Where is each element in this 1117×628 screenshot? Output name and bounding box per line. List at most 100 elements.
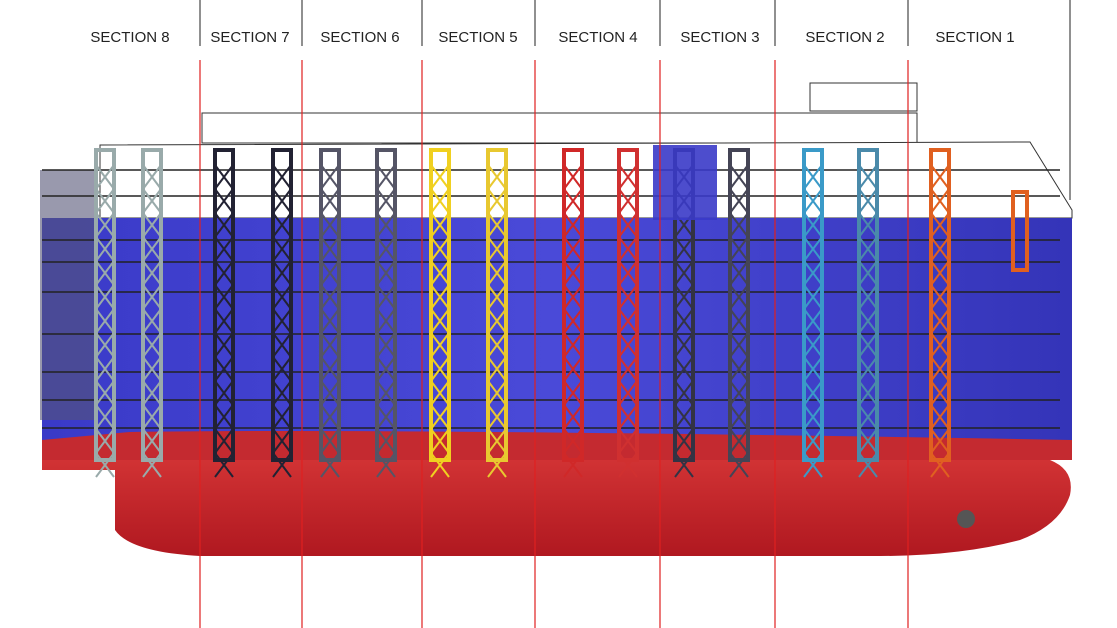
- ladder-rail: [319, 148, 341, 462]
- ladder-cross: [618, 428, 638, 454]
- ladder-rail: [1011, 190, 1029, 272]
- ladder-cross: [430, 164, 450, 190]
- ladder-cross: [95, 188, 115, 214]
- section-label: SECTION 7: [210, 29, 289, 46]
- ladder-cross: [487, 212, 507, 238]
- ladder-cross: [729, 380, 749, 406]
- upper-deck: [201, 112, 918, 144]
- ladder-rail: [857, 148, 879, 462]
- ladder-cross: [430, 308, 450, 334]
- ladder-cross: [272, 188, 292, 214]
- ladder-cross: [430, 284, 450, 310]
- ladder-cross: [95, 236, 115, 262]
- ladder-cross: [674, 284, 694, 310]
- ladder-cross: [487, 164, 507, 190]
- ladder-cross: [95, 284, 115, 310]
- ladder-cross: [214, 404, 234, 430]
- ladder-cross: [487, 308, 507, 334]
- ladder-cross: [618, 236, 638, 262]
- ladder-cross: [430, 356, 450, 382]
- ladder-cross: [214, 236, 234, 262]
- ladder-rail: [562, 148, 584, 462]
- ladder-cross: [858, 308, 878, 334]
- ladder-cross: [674, 260, 694, 286]
- ladder-cross: [272, 380, 292, 406]
- section-label: SECTION 6: [320, 29, 399, 46]
- ladder-cross: [272, 356, 292, 382]
- ladder-cross: [142, 188, 162, 214]
- ladder-cross: [618, 188, 638, 214]
- ladder-cross: [930, 284, 950, 310]
- ladder-cross: [618, 380, 638, 406]
- ladder-rail: [929, 148, 951, 462]
- ladder-cross: [214, 164, 234, 190]
- ladder-cross: [214, 284, 234, 310]
- ladder-cross: [563, 332, 583, 358]
- ladder-cross: [376, 452, 396, 478]
- ladder-cross: [858, 428, 878, 454]
- ladder-cross: [563, 188, 583, 214]
- ladder-cross: [95, 380, 115, 406]
- ladder-cross: [376, 188, 396, 214]
- ladder-cross: [214, 212, 234, 238]
- ladder-cross: [376, 356, 396, 382]
- ladder-rail: [94, 148, 116, 462]
- ladder-cross: [674, 332, 694, 358]
- ladder-cross: [272, 428, 292, 454]
- ladder-cross: [858, 332, 878, 358]
- ladder-cross: [618, 212, 638, 238]
- ladder-rail: [486, 148, 508, 462]
- ladder-cross: [430, 236, 450, 262]
- ladder-cross: [95, 308, 115, 334]
- ladder-cross: [930, 260, 950, 286]
- ladder-cross: [858, 260, 878, 286]
- ladder-cross: [430, 404, 450, 430]
- ladder-cross: [803, 308, 823, 334]
- ladder-cross: [858, 356, 878, 382]
- ladder-cross: [803, 236, 823, 262]
- ladder-cross: [487, 428, 507, 454]
- ladder-cross: [376, 428, 396, 454]
- ladder-cross: [803, 188, 823, 214]
- ladder-cross: [563, 308, 583, 334]
- ladder-cross: [618, 308, 638, 334]
- ladder-cross: [487, 260, 507, 286]
- ladder-cross: [272, 212, 292, 238]
- ladder-cross: [272, 452, 292, 478]
- ladder-cross: [430, 380, 450, 406]
- ladder-cross: [320, 284, 340, 310]
- ladder-cross: [487, 404, 507, 430]
- ladder-cross: [858, 188, 878, 214]
- ladder-cross: [142, 284, 162, 310]
- superstructure: [99, 141, 1073, 219]
- ladder-cross: [618, 404, 638, 430]
- ladder-cross: [320, 404, 340, 430]
- ladder-cross: [563, 428, 583, 454]
- ladder-cross: [803, 260, 823, 286]
- ladder-cross: [930, 452, 950, 478]
- ladder-cross: [95, 212, 115, 238]
- ladder-cross: [729, 452, 749, 478]
- ladder-cross: [563, 356, 583, 382]
- ladder-cross: [858, 212, 878, 238]
- ladder-cross: [430, 332, 450, 358]
- ladder-cross: [320, 452, 340, 478]
- ladder-rail: [375, 148, 397, 462]
- ladder-cross: [142, 356, 162, 382]
- ladder-cross: [729, 308, 749, 334]
- ladder-cross: [430, 260, 450, 286]
- hatch: [653, 145, 717, 220]
- ladder-cross: [487, 356, 507, 382]
- ladders: [94, 145, 1029, 478]
- ladder-cross: [430, 188, 450, 214]
- ladder-cross: [320, 428, 340, 454]
- ladder-cross: [674, 356, 694, 382]
- ladder-cross: [487, 332, 507, 358]
- ladder-cross: [376, 164, 396, 190]
- ladder-cross: [618, 164, 638, 190]
- ladder-cross: [803, 380, 823, 406]
- ladder-cross: [858, 404, 878, 430]
- ladder-cross: [214, 356, 234, 382]
- ladder-cross: [430, 452, 450, 478]
